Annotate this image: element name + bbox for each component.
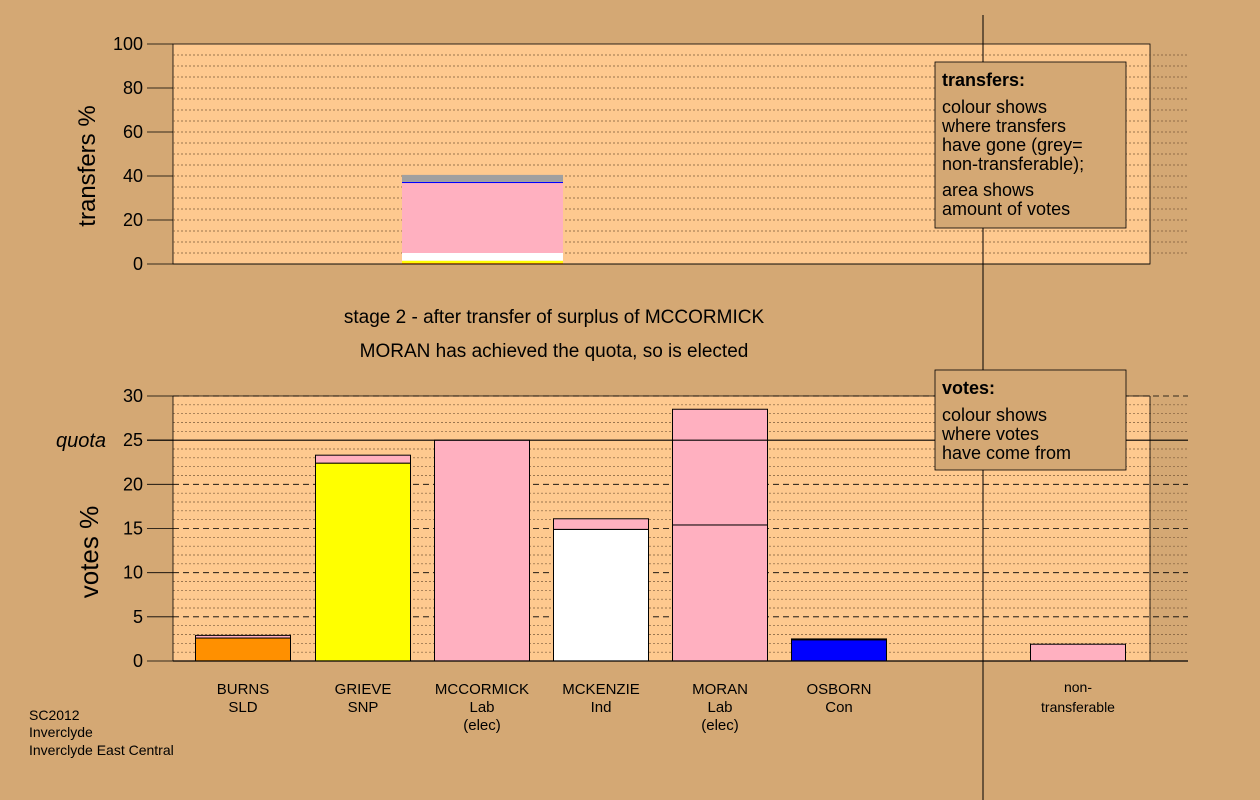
candidate-label: Lab — [707, 699, 732, 716]
burns-bar-segment — [195, 634, 291, 639]
transfer-segment-sld — [402, 262, 563, 264]
quota-label: quota — [56, 430, 106, 452]
candidate-label: GRIEVE — [335, 681, 392, 698]
footer-council: Inverclyde — [29, 724, 93, 740]
transfers-legend-line: have gone (grey= — [942, 135, 1083, 155]
candidate-label: SNP — [348, 699, 379, 716]
transfers-y-ticks: 0 20 40 60 80 100 — [113, 34, 173, 274]
transfer-segment-ind — [402, 253, 563, 261]
candidate-label: SLD — [228, 699, 257, 716]
votes-legend: votes: colour shows where votes have com… — [934, 369, 1127, 471]
candidate-label: BURNS — [217, 681, 270, 698]
transfers-y-axis-label: transfers % — [74, 105, 101, 226]
transfers-legend-line: where transfers — [941, 116, 1066, 136]
moran-bar-segment — [672, 408, 768, 526]
transfers-legend-line: non-transferable); — [942, 154, 1084, 174]
transfer-segment-nontransferable — [402, 174, 563, 182]
transfers-legend-line: area shows — [942, 180, 1034, 200]
transfers-tick-label: 0 — [133, 254, 143, 274]
votes-bars — [147, 408, 1188, 662]
candidate-label: (elec) — [463, 717, 501, 734]
candidate-label: MORAN — [692, 681, 748, 698]
nontransferable-label: transferable — [1041, 699, 1115, 715]
votes-tick-label: 0 — [133, 651, 143, 671]
votes-tick-label: 15 — [123, 519, 143, 539]
transfer-segment-con — [402, 181, 563, 184]
transfers-tick-label: 20 — [123, 210, 143, 230]
mckenzie-bar-segment — [553, 518, 649, 530]
candidate-label: Lab — [469, 699, 494, 716]
candidate-labels: BURNSSLDGRIEVESNPMCCORMICKLab(elec)MCKEN… — [217, 679, 1115, 734]
candidate-label: Ind — [591, 699, 612, 716]
mckenzie-bar-segment — [553, 528, 649, 662]
candidate-label: MCCORMICK — [435, 681, 529, 698]
votes-legend-line: where votes — [941, 424, 1039, 444]
osborn-bar-segment — [791, 639, 887, 662]
transfers-tick-label: 80 — [123, 78, 143, 98]
votes-tick-label: 10 — [123, 563, 143, 583]
transfers-tick-label: 60 — [123, 122, 143, 142]
transfer-segment-lab — [402, 183, 563, 253]
transfers-legend-line: amount of votes — [942, 199, 1070, 219]
transfers-bars — [173, 174, 1150, 265]
grieve-bar-segment — [315, 454, 411, 464]
votes-tick-label: 5 — [133, 607, 143, 627]
grieve-bar-segment — [315, 462, 411, 662]
stage-caption: stage 2 - after transfer of surplus of M… — [344, 307, 765, 328]
transfers-legend-line: colour shows — [942, 97, 1047, 117]
votes-tick-label: 25 — [123, 430, 143, 450]
footer-ward: Inverclyde East Central — [29, 742, 174, 758]
transfers-legend-title: transfers: — [942, 70, 1025, 90]
votes-legend-box — [934, 369, 1127, 471]
candidate-label: OSBORN — [806, 681, 871, 698]
votes-legend-line: colour shows — [942, 405, 1047, 425]
moran-bar-segment — [672, 524, 768, 662]
votes-y-ticks: 0 5 10 15 20 25 30 quota — [56, 386, 173, 671]
transfers-tick-label: 100 — [113, 34, 143, 54]
burns-bar-segment — [195, 637, 291, 662]
nontransferable-bar-segment — [1030, 643, 1126, 662]
votes-y-axis-label: votes % — [74, 506, 104, 599]
elected-caption: MORAN has achieved the quota, so is elec… — [360, 341, 749, 362]
votes-tick-label: 20 — [123, 474, 143, 494]
votes-tick-label: 30 — [123, 386, 143, 406]
candidate-label: MCKENZIE — [562, 681, 640, 698]
votes-legend-title: votes: — [942, 378, 995, 398]
osborn-bar-segment — [791, 638, 887, 641]
mccormick-bar-segment — [434, 439, 530, 662]
footer-election: SC2012 — [29, 707, 80, 723]
transfers-legend-box — [934, 61, 1127, 229]
transfer-segment-snp — [402, 260, 563, 263]
votes-legend-line: have come from — [942, 443, 1071, 463]
transfers-tick-label: 40 — [123, 166, 143, 186]
transfers-legend: transfers: colour shows where transfers … — [934, 61, 1127, 229]
candidate-label: (elec) — [701, 717, 739, 734]
nontransferable-label: non- — [1064, 679, 1092, 695]
candidate-label: Con — [825, 699, 853, 716]
